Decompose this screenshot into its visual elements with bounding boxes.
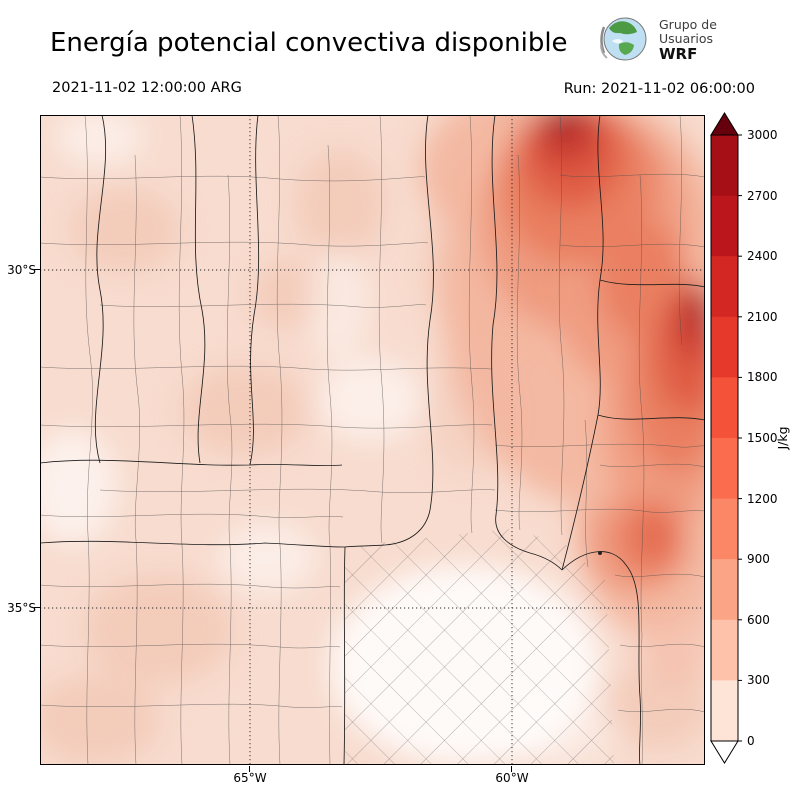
- y-tick-30s: [34, 269, 40, 271]
- colorbar-tick-1800: 1800: [747, 370, 778, 384]
- y-axis-label-30s: 30°S: [7, 263, 36, 277]
- map-frame-border: [40, 115, 705, 765]
- x-axis-label-65w: 65°W: [233, 771, 267, 785]
- logo-line-2: Usuarios: [659, 30, 714, 46]
- colorbar-tick-300: 300: [747, 673, 770, 687]
- y-axis-label-35s: 35°S: [7, 601, 36, 615]
- buenos-aires-lattice: [345, 529, 614, 765]
- colorbar-segments: [711, 135, 738, 741]
- colorbar-under-arrow: [710, 740, 739, 764]
- colorbar-tick-600: 600: [747, 613, 770, 627]
- province-boundaries: [39, 114, 706, 766]
- x-axis-label-60w: 60°W: [495, 771, 529, 785]
- valid-time-label: 2021-11-02 12:00:00 ARG: [52, 80, 242, 96]
- wrf-logo: Grupo de Usuarios WRF: [598, 10, 798, 68]
- colorbar-tick-1200: 1200: [747, 492, 778, 506]
- colorbar-tick-2400: 2400: [747, 249, 778, 263]
- logo-line-1: Grupo de: [659, 16, 717, 32]
- colorbar-tick-1500: 1500: [747, 431, 778, 445]
- colorbar-over-arrow: [710, 112, 739, 136]
- colorbar-tick-3000: 3000: [747, 128, 778, 142]
- graticule: [40, 115, 705, 765]
- globe-icon: [600, 17, 647, 61]
- department-boundaries: [39, 114, 706, 766]
- page-title: Energía potencial convectiva disponible: [50, 28, 568, 58]
- colorbar: J/kg 3000 2700 2400 2100 1800 1500 1200 …: [703, 105, 800, 785]
- colorbar-tick-900: 900: [747, 552, 770, 566]
- x-tick-60w: [511, 766, 513, 772]
- x-tick-65w: [249, 766, 251, 772]
- cape-map: [27, 85, 742, 770]
- logo-line-3: WRF: [659, 44, 698, 63]
- colorbar-tick-0: 0: [747, 734, 755, 748]
- colorbar-tick-2100: 2100: [747, 310, 778, 324]
- colorbar-units-label: J/kg: [775, 426, 790, 450]
- map-area: [27, 85, 742, 770]
- colorbar-tick-2700: 2700: [747, 189, 778, 203]
- colorbar-scale: J/kg: [710, 112, 790, 764]
- city-marker: [598, 551, 602, 555]
- y-tick-35s: [34, 607, 40, 609]
- colorbar-tick-marks: [738, 134, 742, 742]
- run-time-label: Run: 2021-11-02 06:00:00: [563, 81, 755, 97]
